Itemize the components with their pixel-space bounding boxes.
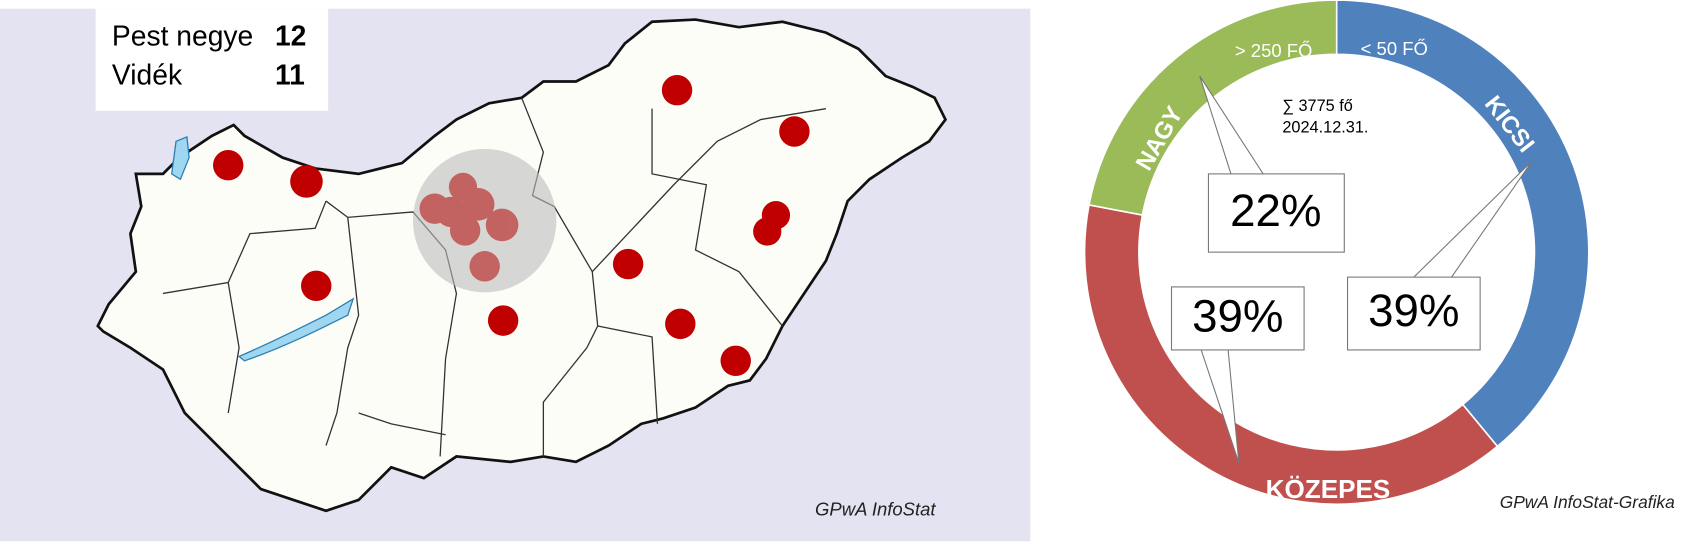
site (485, 208, 519, 242)
county-border (591, 108, 827, 273)
map-credit: GPwA InfoStat (815, 499, 936, 520)
value-label: 39% (1192, 291, 1283, 342)
county-border (521, 97, 599, 457)
size-label: < 50 FŐ (1361, 38, 1428, 59)
site (720, 345, 751, 377)
lake-ferto (171, 136, 190, 181)
center-annotation: 2024.12.31. (1282, 119, 1368, 137)
site (487, 305, 519, 336)
capital-region (412, 148, 557, 293)
map-legend (95, 8, 329, 111)
site (461, 188, 495, 221)
legend-label: Vidék (112, 59, 183, 91)
county-border (227, 282, 240, 414)
county-border (597, 325, 659, 424)
legend-count: 11 (275, 59, 305, 91)
value-label: 22% (1230, 185, 1321, 236)
segment-label: KÖZEPES (1266, 474, 1391, 504)
capital-sites (419, 172, 519, 282)
lake-balaton (237, 297, 355, 362)
site (435, 196, 467, 228)
callout-box (1170, 286, 1305, 351)
map-panel: Pest negye 12 Vidék 11 GPwA InfoStat (0, 8, 1031, 542)
county-border (162, 200, 327, 295)
value-label: 39% (1368, 285, 1459, 336)
donut-segment (1335, 0, 1590, 448)
callout-pointers (1199, 75, 1533, 464)
site (661, 74, 693, 106)
site (779, 116, 810, 147)
site (301, 270, 332, 302)
site (612, 248, 644, 280)
callout-pointer (1411, 160, 1533, 279)
legend-label: Pest negye (112, 20, 253, 52)
county-border (358, 412, 446, 436)
county-border (651, 108, 783, 327)
callout-pointer (1199, 75, 1265, 176)
site (753, 217, 782, 246)
site (469, 251, 500, 282)
site (665, 308, 696, 340)
donut-segment (1088, 0, 1338, 217)
county-sites (213, 74, 810, 377)
callout-box (1347, 276, 1481, 351)
site (290, 165, 323, 198)
county-border (325, 217, 360, 446)
donut-segment (1083, 203, 1499, 506)
chart-credit: GPwA InfoStat-Grafika (1500, 492, 1675, 512)
center-annotation: ∑ 3775 fő (1282, 97, 1353, 115)
county-borders (162, 97, 827, 457)
legend-count: 12 (275, 20, 306, 52)
callout-boxes (1170, 173, 1481, 351)
size-label: > 250 FŐ (1235, 40, 1313, 61)
callout-box (1207, 173, 1345, 253)
site (213, 149, 244, 181)
